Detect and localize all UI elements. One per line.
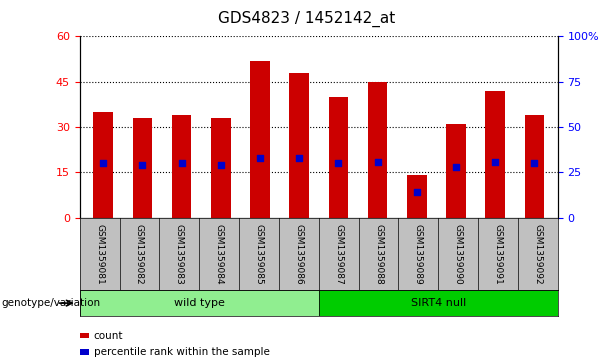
Point [294, 155, 304, 161]
Text: SIRT4 null: SIRT4 null [411, 298, 466, 308]
Text: wild type: wild type [174, 298, 224, 308]
Text: GSM1359082: GSM1359082 [135, 224, 144, 285]
Text: GSM1359084: GSM1359084 [215, 224, 224, 285]
Bar [80, 290, 319, 316]
Bar [525, 115, 544, 218]
Text: GSM1359085: GSM1359085 [254, 224, 264, 285]
Point [216, 162, 226, 168]
Text: GSM1359083: GSM1359083 [175, 224, 184, 285]
Text: GSM1359088: GSM1359088 [374, 224, 383, 285]
Point [451, 164, 461, 170]
Point [530, 160, 539, 166]
Text: count: count [94, 331, 123, 341]
Bar [80, 349, 89, 355]
Text: GSM1359092: GSM1359092 [533, 224, 543, 285]
Bar [211, 118, 230, 218]
Bar [485, 91, 505, 218]
Text: GSM1359081: GSM1359081 [95, 224, 104, 285]
Text: GSM1359086: GSM1359086 [294, 224, 303, 285]
Point [373, 159, 383, 164]
Bar [319, 290, 558, 316]
Point [98, 160, 108, 166]
Point [333, 160, 343, 166]
Bar [446, 124, 466, 218]
Text: genotype/variation: genotype/variation [1, 298, 101, 308]
Bar [289, 73, 309, 218]
Point [137, 162, 147, 168]
Text: GSM1359090: GSM1359090 [454, 224, 463, 285]
Bar [407, 175, 427, 218]
Text: GSM1359087: GSM1359087 [334, 224, 343, 285]
Text: GSM1359091: GSM1359091 [493, 224, 503, 285]
Point [255, 155, 265, 161]
Bar [132, 118, 152, 218]
Text: percentile rank within the sample: percentile rank within the sample [94, 347, 270, 357]
Bar [172, 115, 191, 218]
Text: GSM1359089: GSM1359089 [414, 224, 423, 285]
Bar [250, 61, 270, 218]
Bar [368, 82, 387, 218]
Bar [329, 97, 348, 218]
Bar [80, 333, 89, 338]
Point [412, 189, 422, 195]
Point [177, 160, 186, 166]
Bar [93, 112, 113, 218]
Point [490, 159, 500, 164]
Text: GDS4823 / 1452142_at: GDS4823 / 1452142_at [218, 11, 395, 27]
